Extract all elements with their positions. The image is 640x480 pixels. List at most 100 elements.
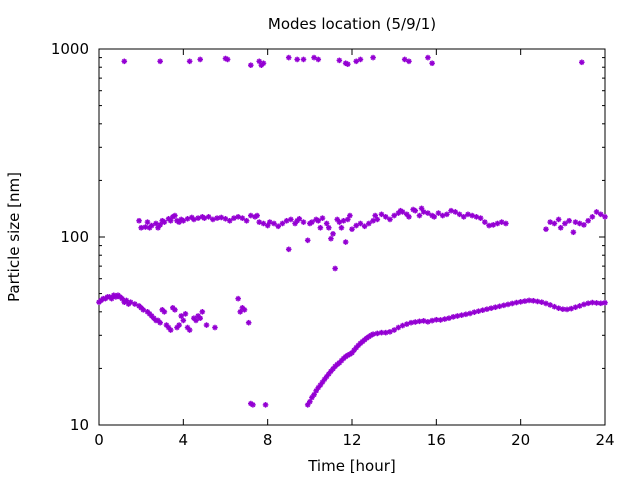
data-point (429, 60, 435, 67)
data-point (201, 215, 208, 221)
data-point (602, 299, 608, 306)
data-point (311, 54, 317, 61)
data-point (254, 212, 260, 219)
data-point (172, 212, 178, 219)
data-point (471, 309, 478, 316)
data-point (235, 295, 241, 302)
x-tick-label: 4 (179, 431, 189, 449)
data-point (176, 322, 182, 328)
data-point (256, 219, 263, 225)
data-point (178, 313, 185, 319)
data-point (328, 235, 334, 242)
data-point (543, 226, 549, 233)
data-point (315, 217, 322, 224)
x-tick-label: 24 (595, 431, 614, 449)
data-point (496, 303, 503, 310)
data-point (311, 391, 317, 398)
data-point (503, 220, 509, 227)
data-point (416, 212, 423, 219)
axis-ticks: 0 4 8 12 16 20 24 10 100 1000 (51, 40, 615, 449)
data-point (144, 219, 151, 225)
data-point (167, 327, 174, 333)
data-point (172, 306, 178, 313)
data-point (307, 398, 313, 405)
data-point (572, 304, 579, 311)
x-tick-label: 12 (342, 431, 361, 449)
data-point (235, 214, 241, 220)
data-point (420, 209, 427, 215)
data-point (338, 224, 345, 231)
data-points (96, 54, 608, 408)
data-point (482, 219, 488, 225)
data-point (353, 222, 360, 229)
data-point (157, 319, 163, 326)
data-point (357, 220, 364, 227)
data-point (505, 301, 511, 308)
data-point (395, 324, 402, 331)
data-point (275, 223, 282, 230)
data-point (231, 215, 237, 221)
data-point (557, 224, 564, 231)
data-point (579, 59, 585, 66)
data-point (555, 216, 562, 223)
data-point (262, 402, 269, 408)
data-point (530, 297, 537, 304)
data-point (250, 402, 256, 408)
data-point (315, 56, 322, 63)
data-point (344, 216, 351, 223)
data-point (353, 58, 360, 65)
data-point (555, 305, 562, 312)
data-point (248, 212, 254, 219)
data-point (412, 207, 419, 214)
data-point (349, 226, 355, 233)
data-point (401, 56, 408, 63)
data-point (425, 318, 431, 325)
data-point (576, 220, 583, 227)
data-point (161, 219, 168, 225)
x-tick-label: 8 (263, 431, 273, 449)
data-point (374, 330, 381, 337)
data-point (197, 56, 203, 63)
data-point (157, 222, 163, 228)
data-point (517, 299, 524, 305)
data-point (469, 212, 475, 219)
data-point (547, 302, 553, 308)
data-point (256, 58, 263, 65)
data-point (184, 215, 191, 222)
data-point (602, 214, 608, 220)
data-point (463, 311, 469, 318)
x-axis-label: Time [hour] (307, 457, 396, 475)
data-point (490, 222, 497, 228)
data-point (454, 313, 461, 319)
data-point (370, 331, 376, 338)
data-point (446, 315, 452, 321)
data-point (205, 214, 212, 220)
data-point (382, 214, 389, 220)
data-point (361, 223, 368, 230)
data-point (294, 56, 300, 63)
data-point (399, 209, 406, 215)
data-point (437, 317, 444, 323)
data-point (285, 54, 292, 61)
data-point (332, 265, 338, 272)
plot-frame (98, 48, 606, 426)
data-point (429, 317, 435, 324)
data-point (387, 329, 393, 335)
data-point (157, 58, 163, 65)
data-point (193, 317, 199, 324)
y-tick-label: 100 (60, 228, 89, 246)
data-point (148, 222, 155, 229)
data-point (435, 210, 442, 216)
data-point (226, 217, 233, 224)
data-point (585, 300, 591, 307)
x-tick-label: 20 (511, 431, 530, 449)
data-point (372, 212, 378, 219)
data-point (191, 216, 197, 223)
data-point (477, 215, 484, 221)
data-point (283, 217, 290, 224)
data-point (138, 224, 144, 231)
data-point (581, 222, 587, 228)
data-point (237, 309, 244, 315)
data-point (431, 214, 438, 220)
data-point (452, 209, 459, 215)
